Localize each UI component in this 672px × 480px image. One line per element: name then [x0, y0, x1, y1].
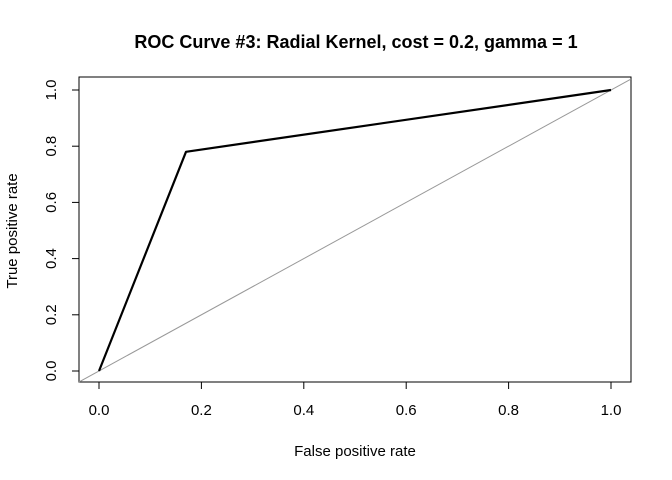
y-axis-label: True positive rate [4, 173, 21, 288]
chart-title: ROC Curve #3: Radial Kernel, cost = 0.2,… [134, 32, 577, 52]
x-tick-label: 0.8 [498, 402, 519, 419]
plot-area [78, 76, 632, 383]
x-axis: 0.0 0.2 0.4 0.6 0.8 1.0 [89, 381, 622, 419]
x-tick-label: 0.2 [191, 402, 212, 419]
x-tick-label: 0.6 [396, 402, 417, 419]
y-tick-label: 0.8 [43, 136, 60, 157]
y-tick-label: 0.2 [43, 304, 60, 325]
y-tick-label: 0.0 [43, 361, 60, 382]
roc-curve-line [97, 88, 612, 372]
x-tick-label: 0.4 [293, 402, 314, 419]
x-tick-label: 1.0 [601, 402, 622, 419]
y-tick-label: 0.6 [43, 192, 60, 213]
y-tick-label: 0.4 [43, 248, 60, 269]
diagonal-reference-line [78, 78, 632, 383]
y-tick-label: 1.0 [43, 80, 60, 101]
y-axis: 0.0 0.2 0.4 0.6 0.8 1.0 [43, 80, 80, 382]
x-tick-label: 0.0 [89, 402, 110, 419]
x-axis-label: False positive rate [294, 443, 416, 460]
